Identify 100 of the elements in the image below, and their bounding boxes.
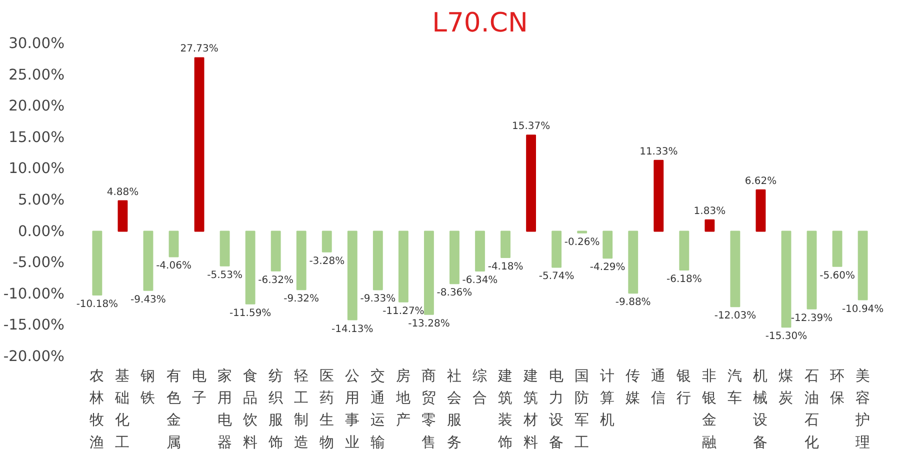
data-label: 11.33% [640,146,678,158]
data-label: -4.29% [590,262,626,274]
y-tick-label: -5.00% [12,254,65,272]
bar [143,230,154,291]
x-tick-label: 非银金融 [701,368,718,451]
bar [679,230,690,270]
data-label: 1.83% [694,206,726,217]
bar [270,230,281,272]
x-tick-label: 建筑材料 [522,368,539,451]
x-tick-label: 通信 [651,368,666,407]
y-tick-label: -15.00% [3,316,65,334]
bar [245,230,256,304]
data-label: -12.39% [790,312,833,324]
bar [118,200,128,232]
y-tick-label: 25.00% [8,66,65,84]
y-tick-label: 20.00% [8,98,65,115]
y-tick-label: 10.00% [8,160,65,178]
x-tick-label: 汽车 [728,368,743,407]
data-label: -11.27% [382,306,424,317]
data-label: -4.06% [156,260,192,272]
data-label: -5.74% [538,271,574,282]
data-label: 15.37% [512,121,550,132]
x-tick-label: 传媒 [626,368,641,407]
x-tick-label: 综合 [472,368,488,407]
x-tick-label: 家用电器 [217,368,232,451]
x-tick-label: 食品饮料 [242,368,258,451]
bar [832,230,842,267]
bar [296,230,306,290]
bar [398,230,408,302]
x-tick-label: 商贸零售 [421,368,436,451]
bar [220,230,230,266]
x-tick-label: 基础化工 [114,368,130,451]
bar [781,230,792,328]
x-tick-label: 钢铁 [140,368,156,407]
x-tick-label: 房地产 [394,368,411,429]
x-tick-label: 电力设备 [549,368,564,451]
x-tick-label: 银行 [676,368,692,407]
data-label: -6.34% [462,274,498,286]
data-label: -6.18% [666,274,702,285]
x-tick-label: 交通运输 [370,368,386,451]
bar [92,230,102,296]
data-label: -9.33% [360,294,396,305]
data-label: -10.94% [842,304,884,315]
x-tick-label: 计算机 [600,368,616,429]
bar [372,230,383,290]
bar [806,230,817,310]
data-label: -5.53% [207,270,242,281]
data-label: -0.26% [564,236,600,248]
y-tick-label: 30.00% [8,35,65,52]
x-tick-label: 有色金属 [166,368,182,451]
x-tick-label: 农林牧渔 [88,368,105,451]
bar [168,230,179,258]
bar [730,230,740,308]
y-tick-label: 15.00% [8,128,65,146]
bar [450,230,460,284]
data-label: -9.43% [130,294,166,306]
bar [347,230,358,320]
bar [552,230,562,268]
data-label: -8.36% [436,288,472,299]
x-tick-label: 纺织服饰 [267,368,284,451]
bar [602,230,613,259]
bar [628,230,638,294]
x-tick-label: 石油石化 [804,368,820,451]
bar [756,189,766,232]
data-label: -10.18% [76,299,118,310]
data-label: 6.62% [744,176,777,187]
data-label: -4.18% [488,261,524,272]
y-tick-label: -20.00% [3,348,65,365]
x-tick-label: 电子 [192,368,207,407]
x-tick-label: 国防军工 [574,368,590,451]
x-tick-label: 医药生物 [319,368,334,451]
x-tick-label: 公用事业 [344,368,360,451]
data-label: -9.32% [284,294,320,305]
x-tick-label: 轻工制造 [294,368,309,451]
bar [194,57,204,232]
bar [424,230,434,315]
data-label: -5.60% [820,270,855,282]
data-label: -3.28% [309,256,345,267]
y-tick-label: 0.00% [18,222,65,240]
x-tick-label: 环保 [830,368,845,407]
data-label: 4.88% [106,186,139,198]
x-tick-label: 社会服务 [446,368,462,451]
x-tick-label: 机械设备 [753,368,768,451]
x-tick-label: 煤炭 [778,368,794,407]
y-tick-label: -10.00% [3,285,65,302]
bar [500,230,510,258]
bar [654,160,664,232]
data-label: -15.30% [765,331,808,342]
data-label: -9.88% [615,297,651,308]
data-label: -6.32% [258,274,294,286]
bar [475,230,485,272]
x-tick-label: 建筑装饰 [497,368,514,451]
y-tick-label: 5.00% [18,192,65,208]
x-tick-label: 美容护理 [854,368,870,451]
data-label: -11.59% [229,308,272,319]
chart-title: L70.CN [432,8,528,38]
bar [858,230,868,300]
data-label: -13.28% [408,318,450,330]
data-label: 27.73% [180,44,218,55]
bar [526,134,536,232]
